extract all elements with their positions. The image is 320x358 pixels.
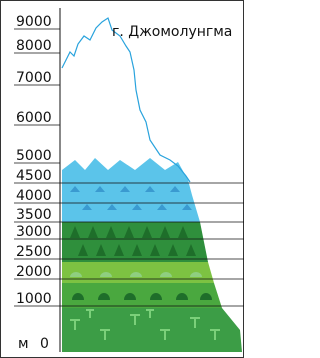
peak-label: г. Джомолунгма [112, 24, 232, 40]
altitude-label: 4500 [16, 168, 52, 184]
altitude-label: 0 [40, 336, 49, 352]
altitude-label: 5000 [16, 148, 52, 164]
altitude-label: 9000 [16, 14, 52, 30]
altitude-label: 3000 [16, 224, 52, 240]
altitude-label: 1000 [16, 291, 52, 307]
altitude-label: 4000 [16, 188, 52, 204]
altitude-label: 3500 [16, 207, 52, 223]
altitude-label: 8000 [16, 38, 52, 54]
altitude-label: 2000 [16, 264, 52, 280]
altitude-label: 7000 [16, 70, 52, 86]
altitude-label: 6000 [16, 110, 52, 126]
deciduous-zone [62, 283, 222, 308]
altitude-label: 2500 [16, 244, 52, 260]
unit-label: м [18, 336, 29, 352]
